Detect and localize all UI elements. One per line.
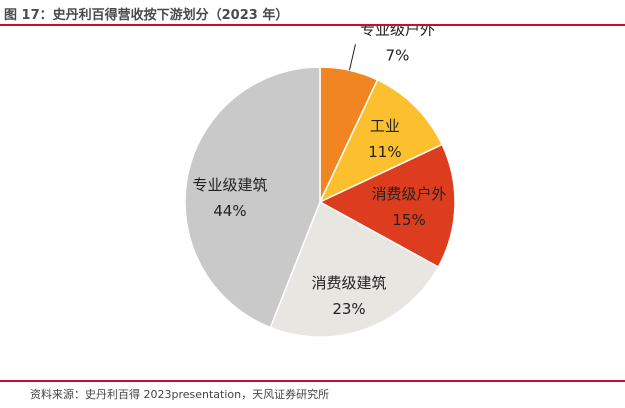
slice-value-5: 44% — [213, 202, 246, 220]
pie-slice-4 — [269, 200, 440, 338]
pie-labels: 专业级户外 7% 工业 11% 消费级户外 15% 消费级建筑 23% 专业级建筑 44% — [192, 26, 446, 318]
slice-label-5: 专业级建筑 — [192, 176, 267, 194]
top-rule — [0, 24, 625, 26]
pie-slice-3 — [318, 143, 456, 269]
source-note: 资料来源：史丹利百得 2023presentation，天风证券研究所 — [30, 388, 330, 401]
pie-slice-5 — [184, 66, 321, 329]
slice-value-2: 11% — [368, 143, 401, 161]
bottom-rule — [0, 380, 625, 382]
slice-value-1: 7% — [386, 46, 410, 64]
slice-value-4: 23% — [332, 300, 365, 318]
slice-label-4: 消费级建筑 — [311, 274, 386, 292]
leader-line-1 — [348, 44, 356, 71]
pie-slice-2 — [318, 78, 444, 204]
pie-chart: 专业级户外 7% 工业 11% 消费级户外 15% 消费级建筑 23% 专业级建筑 44% — [184, 26, 456, 338]
slice-value-3: 15% — [392, 211, 425, 229]
slice-label-2: 工业 — [370, 117, 400, 135]
chart-title: 图 17：史丹利百得营收按下游划分（2023 年） — [4, 8, 289, 23]
pie-slices — [184, 66, 456, 338]
slice-label-3: 消费级户外 — [372, 185, 447, 203]
slice-label-1: 专业级户外 — [360, 26, 435, 38]
